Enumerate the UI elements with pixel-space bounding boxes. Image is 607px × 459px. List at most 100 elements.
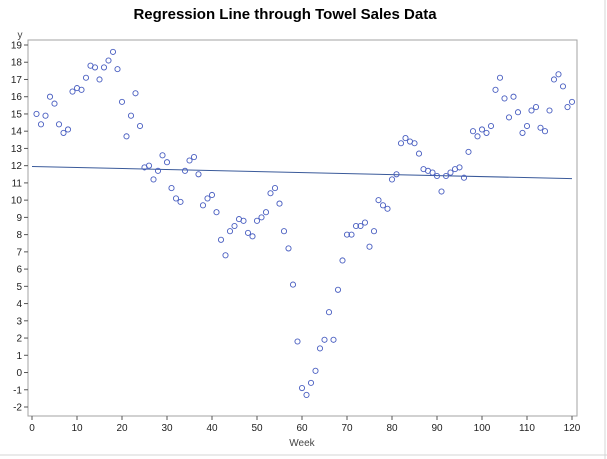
- data-point: [46, 93, 54, 100]
- data-point: [348, 231, 355, 238]
- data-point: [397, 140, 405, 147]
- data-point: [370, 228, 378, 235]
- data-point: [343, 231, 351, 238]
- x-tick-label: 30: [161, 423, 173, 434]
- data-point: [289, 281, 297, 288]
- y-tick-label: 16: [11, 92, 23, 103]
- data-point: [145, 162, 153, 169]
- data-point: [568, 98, 576, 105]
- x-tick-label: 80: [386, 423, 398, 434]
- data-point: [190, 153, 198, 161]
- data-point: [433, 172, 441, 180]
- data-point: [163, 159, 171, 166]
- data-point: [33, 110, 40, 118]
- x-tick-label: 110: [519, 423, 535, 434]
- data-point: [312, 367, 319, 374]
- data-point: [78, 86, 85, 93]
- data-point: [384, 205, 391, 212]
- x-tick-label: 50: [251, 423, 263, 434]
- data-point: [109, 48, 117, 55]
- y-tick-label: 5: [16, 282, 22, 293]
- data-point: [316, 345, 324, 352]
- data-point: [366, 243, 373, 250]
- data-point: [118, 98, 126, 105]
- data-point: [501, 95, 508, 102]
- data-point: [528, 107, 535, 114]
- data-point: [469, 128, 477, 135]
- data-point: [285, 245, 292, 252]
- data-point: [69, 88, 76, 95]
- data-point: [330, 336, 337, 343]
- data-point: [154, 167, 162, 174]
- y-tick-label: 12: [11, 161, 23, 172]
- data-point: [388, 176, 396, 183]
- data-point: [127, 112, 135, 119]
- y-axis-label: y: [18, 30, 23, 41]
- data-point: [429, 169, 436, 176]
- data-point: [478, 126, 486, 133]
- x-tick-label: 90: [431, 423, 443, 434]
- y-tick-label: -2: [13, 403, 22, 414]
- y-tick-label: 8: [16, 230, 22, 241]
- data-point: [339, 257, 346, 264]
- data-point: [217, 236, 225, 243]
- data-point: [208, 191, 216, 199]
- data-point: [375, 197, 382, 204]
- data-point: [456, 164, 463, 171]
- data-point: [64, 126, 72, 133]
- y-tick-label: 19: [11, 41, 23, 52]
- y-tick-label: 9: [16, 213, 22, 224]
- y-tick-label: 1: [16, 351, 22, 362]
- data-point: [60, 129, 67, 136]
- data-point: [240, 217, 247, 224]
- data-point: [505, 114, 513, 121]
- x-tick-label: 40: [206, 423, 218, 434]
- data-point: [474, 133, 481, 140]
- data-point: [100, 64, 108, 71]
- data-point: [564, 104, 571, 111]
- data-point: [186, 157, 193, 164]
- data-point: [91, 64, 99, 71]
- data-point: [303, 391, 310, 398]
- data-point: [231, 222, 238, 230]
- x-tick-label: 0: [29, 423, 35, 434]
- y-tick-label: 11: [12, 178, 23, 189]
- data-point: [496, 74, 504, 81]
- y-tick-label: 18: [11, 58, 23, 69]
- data-point: [105, 57, 112, 64]
- data-point: [402, 135, 409, 142]
- x-tick-label: 120: [564, 423, 581, 434]
- data-point: [132, 90, 139, 97]
- data-point: [447, 169, 454, 176]
- x-tick-label: 100: [474, 423, 491, 434]
- y-tick-label: 13: [11, 144, 23, 155]
- data-point: [393, 171, 400, 178]
- data-point: [51, 100, 58, 107]
- y-tick-label: 2: [16, 334, 22, 345]
- data-point: [492, 86, 499, 93]
- data-point: [321, 336, 328, 343]
- data-point: [465, 148, 472, 155]
- data-point: [546, 107, 553, 114]
- data-point: [42, 112, 49, 119]
- data-point: [262, 209, 270, 216]
- data-point: [213, 209, 220, 216]
- y-tick-label: 14: [11, 127, 23, 138]
- data-point: [514, 109, 522, 116]
- data-point: [204, 195, 211, 202]
- data-point: [510, 93, 517, 100]
- data-point: [114, 66, 121, 73]
- data-point: [334, 286, 342, 293]
- data-point: [460, 174, 468, 181]
- data-point: [361, 219, 369, 226]
- data-point: [177, 198, 184, 205]
- data-point: [357, 222, 364, 230]
- data-point: [483, 129, 490, 136]
- data-point: [541, 128, 549, 135]
- data-point: [487, 122, 495, 130]
- y-tick-label: 0: [16, 368, 22, 379]
- x-tick-label: 60: [296, 423, 308, 434]
- data-point: [168, 185, 175, 192]
- data-point: [442, 172, 450, 180]
- data-point: [550, 76, 558, 83]
